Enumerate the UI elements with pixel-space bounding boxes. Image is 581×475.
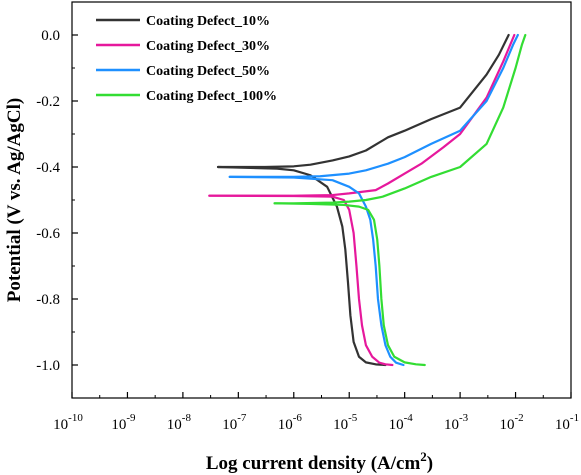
legend-entry: Coating Defect_30% — [96, 39, 270, 54]
anodic-branch-line — [273, 33, 527, 205]
series-3 — [228, 33, 519, 367]
y-tick-label: -0.6 — [36, 226, 60, 242]
axes: 10-10 10-9 10-8 10-7 10-6 10-5 10-4 10-3 10-2 10-… — [36, 1, 579, 433]
y-tick-label: -0.4 — [36, 160, 60, 176]
legend-label: Coating Defect_30% — [146, 39, 270, 54]
legend-label: Coating Defect_50% — [146, 64, 270, 79]
y-tick-label: -0.8 — [36, 292, 60, 308]
series-4 — [273, 33, 527, 367]
series-1 — [216, 33, 510, 367]
y-tick-label: 0.0 — [41, 28, 60, 44]
legend-label: Coating Defect_100% — [146, 89, 277, 104]
x-tick-label: 10-9 — [111, 412, 136, 433]
x-tick-label: 10-5 — [333, 412, 358, 433]
series-2 — [208, 33, 516, 367]
cathodic-branch-line — [228, 175, 405, 367]
x-tick-label: 10-6 — [278, 412, 303, 433]
plot-frame — [71, 1, 572, 399]
legend: Coating Defect_10% Coating Defect_30% Coat… — [96, 14, 277, 104]
y-tick-label: -1.0 — [36, 358, 60, 374]
cathodic-branch-line — [273, 202, 426, 367]
legend-label: Coating Defect_10% — [146, 14, 270, 29]
y-tick-label: -0.2 — [36, 94, 60, 110]
y-axis-title: Potential (V vs. Ag/AgCl) — [4, 98, 25, 302]
x-axis-title: Log current density (A/cm2) — [206, 449, 433, 474]
legend-entry: Coating Defect_10% — [96, 14, 270, 29]
cathodic-branch-line — [208, 194, 394, 367]
plot-area — [208, 33, 527, 367]
x-tick-label: 10-8 — [167, 412, 192, 433]
x-tick-label: 10-1 — [555, 412, 579, 433]
x-tick-label: 10-3 — [444, 412, 469, 433]
legend-entry: Coating Defect_100% — [96, 89, 277, 104]
x-tick-label: 10-7 — [222, 412, 247, 433]
cathodic-branch-line — [216, 165, 387, 367]
legend-entry: Coating Defect_50% — [96, 64, 270, 79]
x-tick-label: 10-2 — [499, 412, 523, 433]
x-tick-label: 10-10 — [53, 412, 83, 433]
anodic-branch-line — [216, 33, 510, 169]
x-tick-label: 10-4 — [389, 412, 414, 433]
